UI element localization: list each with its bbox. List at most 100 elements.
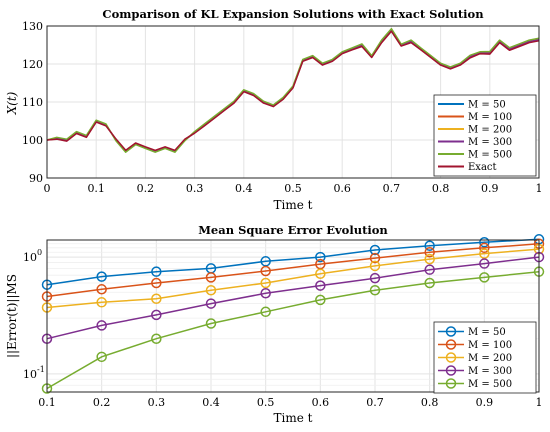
mse-chart: Mean Square Error Evolution 0.1 0.2 0.3 0.4… [5,223,545,425]
data-point [369,260,381,272]
chart-title: Mean Square Error Evolution [198,223,388,237]
y-tick-label: 10 [23,251,37,264]
data-point [151,277,162,289]
x-tick-label: 0.6 [312,396,330,409]
data-point [151,333,162,344]
x-tick-label: 0.7 [366,396,384,409]
x-tick-label: 0.8 [432,182,450,195]
axes-box [46,239,540,393]
series-line [46,243,540,298]
x-tick-label: 0.1 [38,396,56,409]
legend-label: M = 200 [468,125,512,136]
legend-label: M = 500 [468,379,512,390]
series-lines [46,27,540,153]
x-tick-label: 0.6 [333,182,351,195]
data-point [315,294,326,306]
data-point [424,253,435,265]
x-tick-label: 0.3 [148,396,166,409]
legend-marker [445,339,457,350]
data-point [479,242,490,254]
x-tick-label: 0.2 [137,182,155,195]
legend-label: M = 200 [468,353,512,364]
series-line [46,270,540,390]
data-point [369,272,381,284]
data-point [205,318,217,329]
y-tick-label: 130 [22,20,43,33]
legend-marker [445,352,457,363]
data-point [424,240,435,252]
legend-marker [445,326,457,337]
x-tick-label: 0.9 [481,182,499,195]
legend-marker [445,378,457,389]
y-axis-label: ||Error(t)||MS [5,274,19,358]
data-point [479,236,490,248]
x-tick-label: 0.7 [383,182,401,195]
x-tick-label: 1 [536,396,543,409]
x-tick-label: 0.5 [257,396,275,409]
y-tick-exponent: 0 [37,248,42,257]
data-point [96,351,107,363]
data-point [151,309,162,321]
legend-label: M = 500 [468,150,512,161]
series-line [46,30,540,152]
data-point [205,272,217,283]
y-tick-label: 10 [23,368,37,381]
chart-title: Comparison of KL Expansion Solutions wit… [102,7,484,21]
data-point [151,266,162,277]
y-tick-label: 120 [22,58,43,71]
data-point [369,244,381,256]
data-point [96,320,107,331]
data-point [260,277,271,289]
series-line [46,248,540,309]
data-point [96,284,107,295]
legend-label: M = 50 [468,327,506,338]
x-axis-label: Time t [274,411,313,425]
x-tick-label: 0.9 [476,396,494,409]
y-tick-label: 90 [29,172,43,185]
data-point [479,248,490,259]
y-tick-labels: 90 100 110 120 130 [22,20,43,185]
axes-box [46,25,540,179]
data-point [424,246,435,258]
series-line [46,238,540,286]
x-tick-label: 0.1 [87,182,105,195]
legend-label: M = 300 [468,137,512,148]
data-point [315,280,326,291]
legend-label: M = 300 [468,366,512,377]
legend-marker [445,365,457,376]
x-tick-label: 0.4 [235,182,253,195]
x-tick-label: 0 [44,182,51,195]
y-axis-label: X(t) [5,91,19,115]
legend-label: M = 50 [468,100,506,111]
x-tick-labels: 0 0.1 0.2 0.3 0.4 0.5 0.6 0.7 0.8 0.9 1 [44,182,543,195]
x-axis-label: Time t [274,198,313,212]
legend: M = 50 M = 100 M = 200 M = 300 M = 500 [433,321,537,394]
data-point [315,268,326,279]
data-point [369,252,381,264]
legend-label: Exact [468,162,497,173]
x-tick-label: 0.3 [186,182,204,195]
data-point [260,288,271,299]
legend-box [433,94,537,177]
data-point [96,271,107,282]
x-tick-labels: 0.1 0.2 0.3 0.4 0.5 0.6 0.7 0.8 0.9 1 [38,396,542,409]
y-tick-label: 100 [22,134,43,147]
x-tick-label: 0.4 [202,396,220,409]
data-point [260,265,271,277]
data-point [315,251,326,263]
series-line [46,256,540,340]
x-tick-label: 1 [536,182,543,195]
x-tick-label: 0.5 [284,182,302,195]
data-point [424,277,435,289]
x-axis-label-text: Time t [274,198,313,212]
series-lines [41,234,545,394]
y-tick-label: 110 [22,96,43,109]
data-point [479,258,490,269]
data-point [205,298,217,309]
data-point [205,285,217,296]
data-point [369,285,381,296]
data-point [479,272,490,283]
